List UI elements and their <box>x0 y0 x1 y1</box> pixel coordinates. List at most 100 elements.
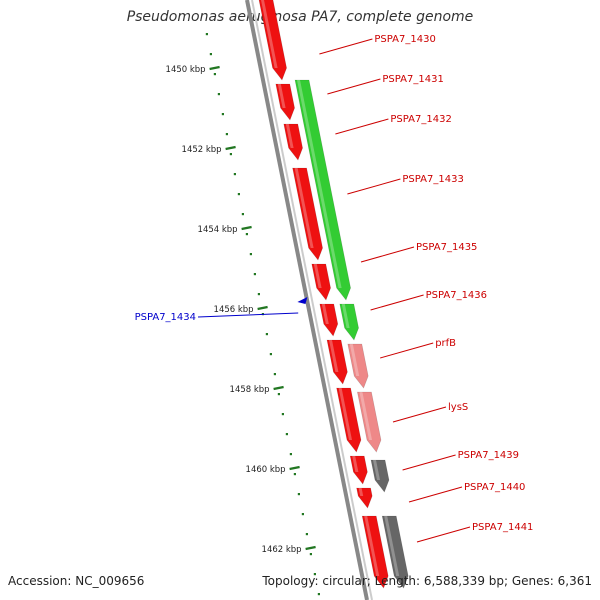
gene-highlight <box>364 516 380 576</box>
scale-dot <box>205 33 208 36</box>
scale-dot <box>257 293 260 296</box>
gene-label[interactable]: PSPA7_1439 <box>458 450 519 461</box>
scale-tick <box>289 465 300 471</box>
scale-dot <box>305 533 308 536</box>
scale-dot <box>217 93 220 96</box>
gene-label[interactable]: PSPA7_1440 <box>464 482 525 493</box>
scale-tick-label: 1452 kbp <box>182 145 222 155</box>
leader-line <box>402 454 456 471</box>
gene-arrow[interactable] <box>294 79 351 301</box>
gene-arrow-lyss[interactable] <box>336 387 362 453</box>
scale-dot <box>289 453 292 456</box>
gene-arrow-pspa7_1441[interactable] <box>361 515 389 589</box>
gene-label[interactable]: lysS <box>448 402 468 413</box>
scale-dot <box>313 573 316 576</box>
gene-label[interactable]: PSPA7_1436 <box>426 290 487 301</box>
topology-text: Topology: circular; Length: 6,588,339 bp… <box>262 574 592 588</box>
gene-highlight <box>329 340 339 372</box>
scale-dot <box>213 73 216 76</box>
gene-arrow[interactable] <box>357 391 382 453</box>
scale-tick <box>273 385 284 391</box>
gene-highlight <box>285 124 294 148</box>
gene-arrow-pspa7_1432[interactable] <box>283 123 303 161</box>
gene-highlight <box>373 460 380 480</box>
scale-dot <box>233 173 236 176</box>
gene-arrow-pspa7_1440[interactable] <box>356 487 373 509</box>
gene-arrow-pspa7_1430[interactable] <box>256 0 287 81</box>
scale-dot <box>249 253 252 256</box>
scale-dot <box>229 153 232 156</box>
backbone-line <box>245 0 369 600</box>
scale-dot <box>277 393 280 396</box>
leader-line <box>335 118 389 135</box>
scale-tick <box>241 225 252 231</box>
accession-text: Accession: NC_009656 <box>8 574 145 588</box>
gene-arrow-pspa7_1431[interactable] <box>275 83 295 121</box>
scale-tick-label: 1462 kbp <box>262 545 302 555</box>
scale-dot <box>237 193 240 196</box>
feature-marker[interactable] <box>297 297 308 304</box>
gene-arrow-pspa7_1433[interactable] <box>292 167 323 261</box>
scale-dot <box>245 233 248 236</box>
scale-ticks: 1450 kbp 1452 kbp 1454 kbp 1456 kbp 1458 kbp… <box>166 33 320 596</box>
leader-line <box>360 246 415 263</box>
backbone-line <box>251 0 373 600</box>
gene-arrow[interactable] <box>370 459 390 493</box>
gene-highlight <box>313 264 322 288</box>
scale-dot <box>225 133 228 136</box>
gene-highlight <box>352 456 359 472</box>
gene-arrow-prfb[interactable] <box>326 339 348 385</box>
scale-dot <box>221 113 224 116</box>
gene-arrow[interactable] <box>347 343 369 389</box>
gene-features <box>256 0 409 589</box>
gene-label[interactable]: PSPA7_1431 <box>382 74 443 85</box>
scale-dot <box>293 473 296 476</box>
leader-line <box>370 294 424 311</box>
gene-highlight <box>277 84 286 108</box>
gene-highlight <box>294 168 314 248</box>
scale-tick-label: 1456 kbp <box>214 305 254 315</box>
gene-label[interactable]: PSPA7_1435 <box>416 242 477 253</box>
gene-labels: PSPA7_1430 PSPA7_1431 PSPA7_1432 PSPA7_1433… <box>135 34 533 543</box>
scale-tick <box>305 545 316 551</box>
gene-arrow-pspa7_1436[interactable] <box>319 303 339 337</box>
gene-highlight <box>359 392 372 440</box>
gene-arrow[interactable] <box>381 515 409 589</box>
leader-line <box>327 78 381 95</box>
gene-label[interactable]: PSPA7_1433 <box>402 174 463 185</box>
gene-label[interactable]: PSPA7_1434 <box>135 312 196 323</box>
scale-dot <box>209 53 212 56</box>
gene-arrow[interactable] <box>339 303 359 341</box>
gene-highlight <box>260 0 278 68</box>
scale-tick-label: 1460 kbp <box>246 465 286 475</box>
scale-dot <box>269 353 272 356</box>
scale-dot <box>241 213 244 216</box>
scale-dot <box>301 513 304 516</box>
gene-arrow-pspa7_1435[interactable] <box>311 263 331 301</box>
map-title: Pseudomonas aeruginosa PA7, complete gen… <box>126 9 474 25</box>
gene-highlight <box>384 516 400 576</box>
scale-tick-label: 1454 kbp <box>198 225 238 235</box>
scale-tick <box>209 65 220 71</box>
scale-dot <box>253 273 256 276</box>
leader-line <box>416 526 471 543</box>
gene-label[interactable]: prfB <box>435 338 456 349</box>
leader-line <box>319 38 373 55</box>
scale-dot <box>309 553 312 556</box>
scale-dot <box>297 493 300 496</box>
scale-dot <box>273 373 276 376</box>
gene-arrow-pspa7_1439[interactable] <box>349 455 368 485</box>
gene-highlight <box>349 344 360 376</box>
scale-dot <box>317 593 320 596</box>
gene-label[interactable]: PSPA7_1441 <box>472 522 533 533</box>
scale-dot <box>265 333 268 336</box>
gene-highlight <box>338 388 352 440</box>
gene-label[interactable]: PSPA7_1430 <box>374 34 435 45</box>
leader-line <box>347 178 401 195</box>
leader-line <box>197 312 299 318</box>
leader-line <box>392 406 447 423</box>
gene-label[interactable]: PSPA7_1432 <box>390 114 451 125</box>
gene-highlight <box>297 80 342 288</box>
genome-backbone <box>245 0 373 600</box>
